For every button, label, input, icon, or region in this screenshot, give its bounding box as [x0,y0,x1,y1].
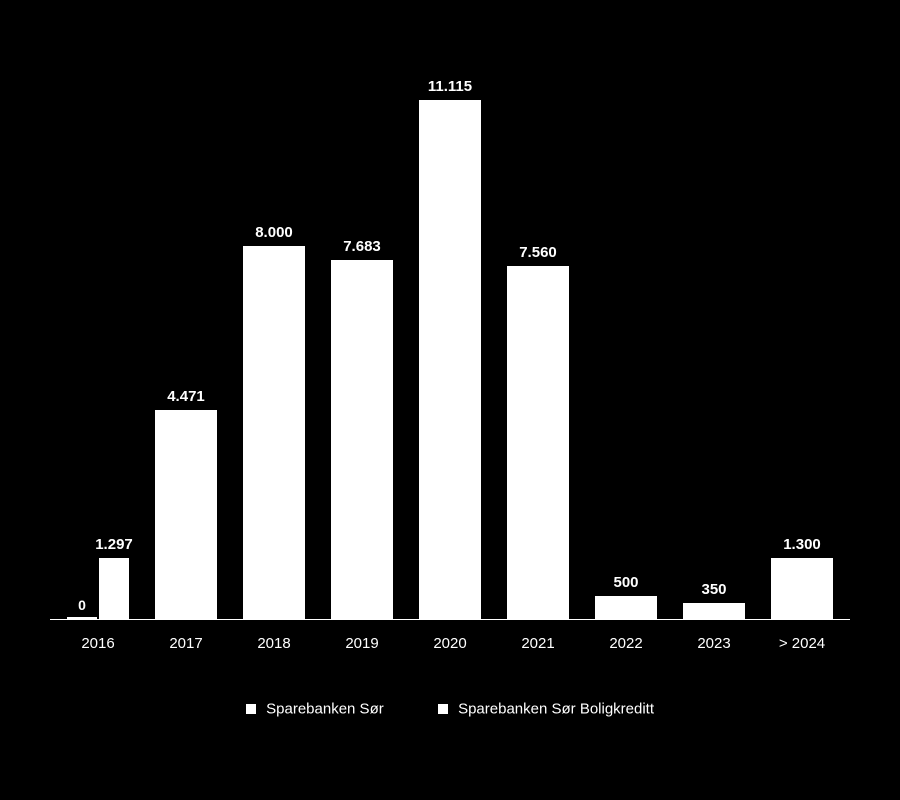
bar-value-label: 8.000 [243,224,305,241]
bar-series-1: 7.560 [507,266,569,619]
x-axis-label: 2020 [410,635,490,652]
chart-area: 01.2974.4718.0007.68311.1157.5605003501.… [50,60,850,660]
bar-series-1: 11.115 [419,100,481,619]
legend-item-series-1: Sparebanken Sør [246,700,384,718]
legend-marker-icon [246,704,256,714]
bar-value-label: 350 [683,581,745,598]
bar-series-1: 4.471 [155,410,217,619]
bar-value-label: 4.471 [155,388,217,405]
x-axis-label: > 2024 [762,635,842,652]
legend-label: Sparebanken Sør Boligkreditt [458,701,654,718]
x-axis-label: 2022 [586,635,666,652]
legend-item-series-2: Sparebanken Sør Boligkreditt [438,700,654,718]
bar-value-label: 1.300 [771,536,833,553]
bar-value-label: 7.560 [507,244,569,261]
bar-series-1: 350 [683,603,745,619]
x-axis-labels: 2016 2017 2018 2019 2020 2021 2022 2023 > 2024 [50,635,850,665]
chart-plot: 01.2974.4718.0007.68311.1157.5605003501.… [50,60,850,620]
bar-value-label: 500 [595,574,657,591]
bar-series-2: 1.297 [99,558,129,619]
bar-series-1: 7.683 [331,260,393,619]
x-axis-label: 2018 [234,635,314,652]
bar-value-label: 7.683 [331,238,393,255]
bar-series-1: 1.300 [771,558,833,619]
legend-label: Sparebanken Sør [266,701,384,718]
bar-series-1: 0 [67,617,97,619]
chart-legend: Sparebanken Sør Sparebanken Sør Boligkre… [0,700,900,718]
bar-series-1: 8.000 [243,246,305,619]
bar-value-label: 1.297 [83,536,145,553]
bar-series-1: 500 [595,596,657,619]
bar-value-label: 11.115 [419,78,481,95]
bar-value-label: 0 [67,597,97,613]
x-axis-label: 2021 [498,635,578,652]
x-axis-label: 2023 [674,635,754,652]
legend-marker-icon [438,704,448,714]
x-axis-label: 2016 [58,635,138,652]
x-axis-label: 2019 [322,635,402,652]
x-axis-label: 2017 [146,635,226,652]
